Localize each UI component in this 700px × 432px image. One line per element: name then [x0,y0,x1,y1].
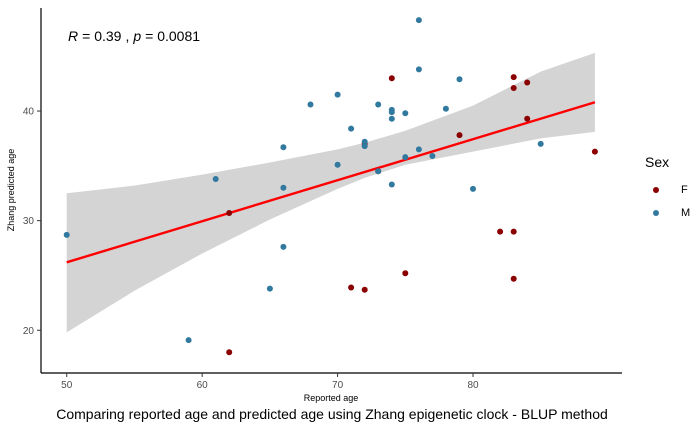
point-m [280,243,287,250]
p-value: = 0.0081 [145,28,200,44]
point-f [361,286,368,293]
point-f [226,210,233,216]
x-axis-label: Reported age [304,393,359,403]
point-m [402,110,409,117]
point-f [524,115,531,122]
legend-label-m: M [681,206,691,219]
point-m [361,143,368,150]
point-m [334,161,341,168]
point-m [415,17,422,24]
x-tick-label: 50 [61,380,73,391]
chart-caption: Comparing reported age and predicted age… [56,406,608,422]
point-m [280,144,287,151]
confidence-band-layer [66,52,595,333]
legend-title: Sex [645,154,670,170]
point-m [212,176,219,182]
point-m [280,184,287,191]
y-tick-label: 20 [23,326,35,337]
point-m [334,91,341,98]
point-m [388,181,395,188]
separator: , [125,28,129,44]
point-m [442,105,449,112]
point-m [415,146,422,153]
legend-marker-f [653,186,659,193]
point-m [537,140,544,147]
point-f [456,132,463,139]
regression-line [66,101,596,264]
point-m [429,153,436,159]
y-axis-label: Zhang predicted age [6,149,16,232]
point-f [497,228,504,235]
data-point-layer [63,17,598,356]
point-m [375,101,382,108]
point-m [388,115,395,122]
legend-marker-m [653,209,659,216]
x-tick-label: 60 [197,380,209,391]
point-f [510,275,517,282]
point-m [456,76,463,83]
point-m [402,154,409,161]
confidence-band [66,52,595,333]
point-f [510,228,517,235]
r-value: = 0.39 [82,28,122,44]
x-tick-label: 80 [467,380,479,391]
point-f [388,75,395,82]
x-tick-label: 70 [332,380,344,391]
r-label: R [68,28,78,44]
y-tick-label: 30 [23,216,35,227]
legend-item-f: F [645,178,690,201]
point-m [185,337,192,344]
point-m [470,185,476,192]
point-f [524,79,531,86]
correlation-annotation: R = 0.39, p = 0.0081 [68,28,200,44]
point-f [402,270,409,277]
point-m [307,101,314,108]
point-f [226,349,233,356]
regression-line-layer [66,101,596,264]
point-f [510,85,517,91]
point-m [388,109,395,116]
point-m [63,231,70,238]
legend: Sex F M [645,154,690,224]
point-m [266,285,273,292]
point-m [361,138,368,145]
p-label: p [132,28,141,44]
point-m [375,168,382,175]
point-f [591,148,598,155]
point-f [348,284,355,291]
point-f [510,74,517,81]
legend-item-m: M [645,201,690,224]
point-m [348,125,355,132]
legend-label-f: F [681,183,688,196]
axes-layer: 50 60 70 80 20 30 40 [23,8,622,391]
point-m [415,66,422,73]
y-tick-label: 40 [23,107,35,118]
